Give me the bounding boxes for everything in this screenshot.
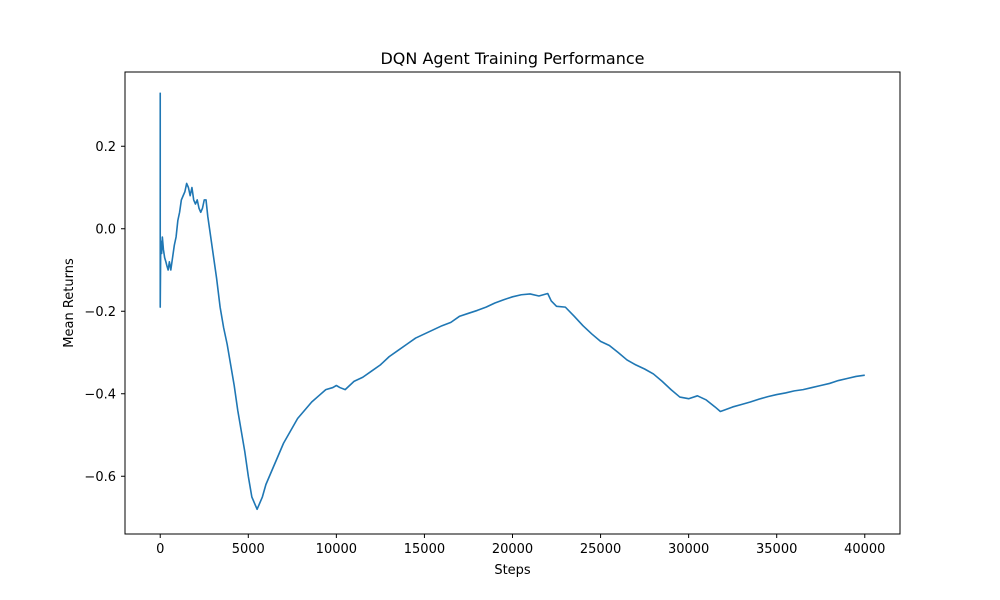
y-tick-label: 0.2 [95, 140, 116, 155]
x-tick-label: 5000 [232, 542, 265, 557]
x-tick-label: 35000 [756, 542, 797, 557]
series-line-0 [159, 92, 865, 511]
x-tick-label: 25000 [580, 542, 621, 557]
chart-title: DQN Agent Training Performance [380, 49, 644, 68]
x-tick-label: 0 [156, 542, 164, 557]
y-axis-label: Mean Returns [62, 258, 77, 348]
x-axis-label: Steps [494, 563, 531, 578]
y-tick-label: −0.2 [84, 305, 116, 320]
y-tick-label: 0.0 [95, 222, 116, 237]
x-tick-label: 20000 [492, 542, 533, 557]
y-axis-ticks: −0.6 −0.4 −0.2 0.0 0.2 [84, 140, 125, 485]
y-tick-label: −0.6 [84, 470, 116, 485]
y-tick-label: −0.4 [84, 387, 116, 402]
x-axis-ticks: 0 5000 10000 15000 20000 25000 30000 35000 40000 [156, 534, 885, 557]
x-tick-label: 10000 [316, 542, 357, 557]
x-tick-label: 40000 [844, 542, 885, 557]
x-tick-label: 30000 [668, 542, 709, 557]
axes-frame [124, 71, 901, 535]
x-tick-label: 15000 [404, 542, 445, 557]
plot-area [159, 92, 865, 511]
